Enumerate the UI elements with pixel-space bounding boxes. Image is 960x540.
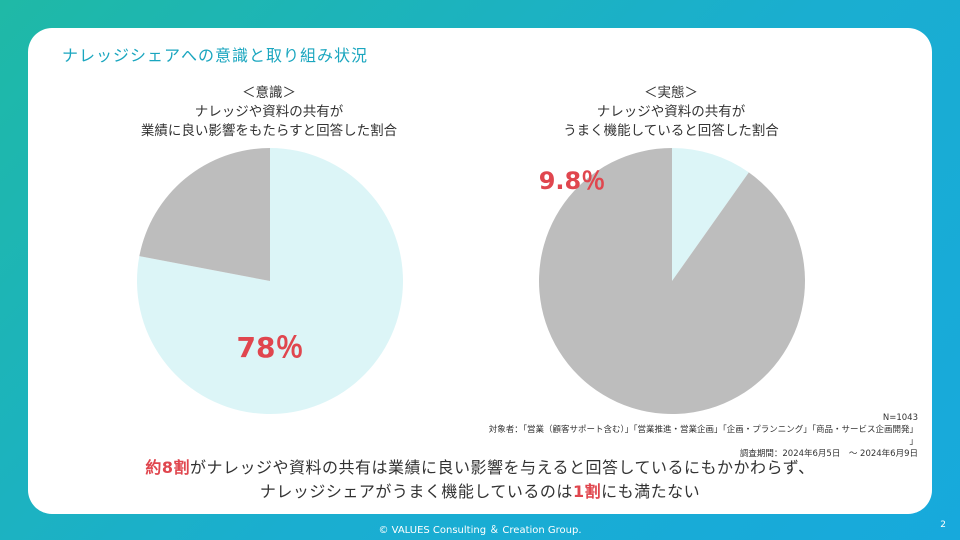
page-number: 2: [940, 520, 946, 530]
summary-line-2: ナレッジシェアがうまく機能しているのは1割にも満たない: [60, 480, 900, 504]
summary-line-1: 約8割がナレッジや資料の共有は業績に良い影響を与えると回答しているにもかかわらず…: [60, 456, 900, 480]
survey-period: 調査期間：2024年6月5日 ～ 2024年6月9日: [739, 449, 918, 459]
chart-2-title-line-3: うまく機能していると回答した割合: [563, 123, 779, 139]
copyright-footer: © VALUES Consulting ＆ Creation Group.: [378, 525, 582, 536]
chart-2-title-line-1: ＜実態＞: [644, 85, 698, 101]
pie-chart-awareness: 78％: [137, 148, 404, 414]
summary-line-2-text-b: にも満たない: [601, 482, 701, 501]
sample-size: N=1043: [882, 413, 918, 423]
pie-2-data-label: 9.8％: [539, 167, 606, 195]
chart-1-title: ＜意識＞ ナレッジや資料の共有が 業績に良い影響をもたらすと回答した割合: [109, 84, 429, 141]
pie-chart-reality: 9.8％: [539, 148, 805, 414]
survey-target-bracket: 」: [909, 437, 918, 447]
pie-1-data-label: 78％: [237, 331, 304, 364]
survey-notes: N=1043 対象者：「営業（顧客サポート含む）」「営業推進・営業企画」「企画・…: [400, 412, 918, 460]
highlight-10-percent: 1割: [572, 482, 602, 501]
pie-2-slice-1: [672, 148, 749, 281]
pie-1-slice-2: [139, 148, 270, 281]
pie-2-slice-2: [539, 148, 805, 414]
slide-title: ナレッジシェアへの意識と取り組み状況: [62, 46, 369, 65]
highlight-80-percent: 約8割: [145, 458, 191, 477]
chart-2-title: ＜実態＞ ナレッジや資料の共有が うまく機能していると回答した割合: [511, 84, 831, 141]
summary-line-2-text-a: ナレッジシェアがうまく機能しているのは: [259, 482, 573, 501]
chart-1-title-line-3: 業績に良い影響をもたらすと回答した割合: [140, 123, 398, 139]
chart-1-title-line-1: ＜意識＞: [242, 85, 296, 101]
summary-text: 約8割がナレッジや資料の共有は業績に良い影響を与えると回答しているにもかかわらず…: [60, 456, 900, 504]
summary-line-1-text: がナレッジや資料の共有は業績に良い影響を与えると回答しているにもかかわらず、: [190, 458, 815, 477]
survey-target: 対象者：「営業（顧客サポート含む）」「営業推進・営業企画」「企画・プランニング」…: [488, 425, 918, 435]
chart-1-title-line-2: ナレッジや資料の共有が: [194, 104, 344, 120]
pie-1-slice-1: [137, 148, 404, 414]
chart-2-title-line-2: ナレッジや資料の共有が: [596, 104, 746, 120]
